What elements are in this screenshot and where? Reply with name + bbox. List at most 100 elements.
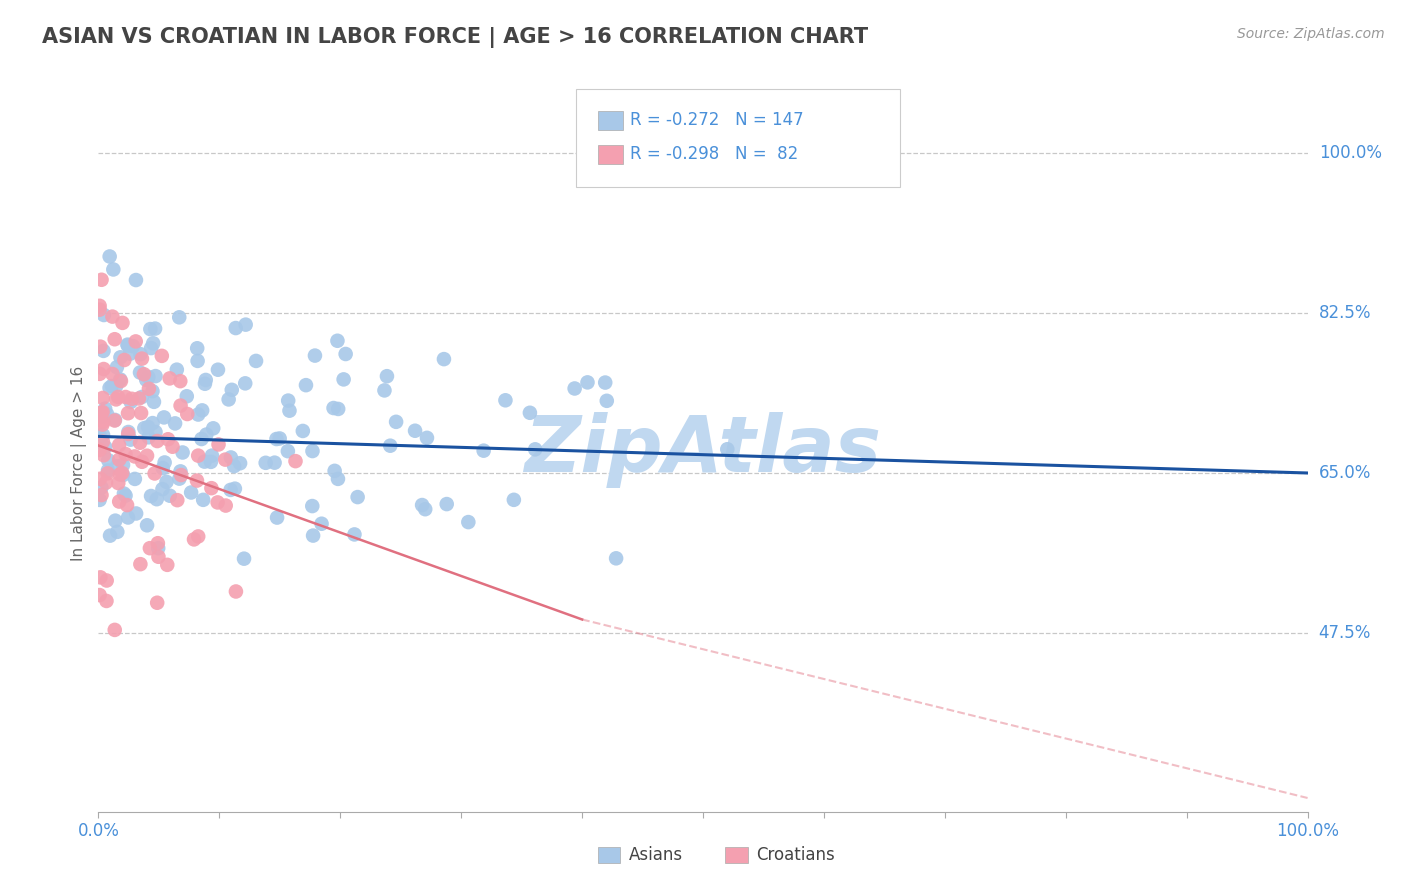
Point bbox=[187, 529, 209, 543]
Point bbox=[229, 456, 252, 470]
Point bbox=[93, 343, 115, 358]
Point bbox=[90, 406, 112, 420]
Point bbox=[138, 370, 160, 384]
Point bbox=[202, 421, 225, 435]
Point bbox=[346, 490, 368, 504]
Point bbox=[200, 455, 222, 469]
Point bbox=[343, 527, 366, 541]
Point bbox=[143, 321, 166, 335]
Point bbox=[115, 498, 138, 512]
Point bbox=[101, 367, 124, 381]
Point bbox=[224, 482, 246, 496]
Point bbox=[326, 472, 349, 486]
Point bbox=[110, 351, 132, 365]
Point bbox=[194, 373, 217, 387]
Point bbox=[323, 464, 346, 478]
Point bbox=[120, 347, 142, 361]
Point bbox=[159, 371, 181, 385]
Point bbox=[111, 316, 134, 330]
Point bbox=[215, 499, 238, 513]
Point bbox=[125, 507, 148, 521]
Point bbox=[91, 409, 114, 424]
Point bbox=[93, 448, 115, 462]
Point bbox=[105, 360, 128, 375]
Point bbox=[302, 528, 325, 542]
Point bbox=[207, 362, 229, 376]
Point bbox=[148, 549, 170, 564]
Point bbox=[111, 466, 134, 480]
Point bbox=[233, 551, 256, 566]
Point bbox=[596, 393, 619, 408]
Point bbox=[190, 432, 212, 446]
Point bbox=[218, 392, 240, 407]
Point bbox=[105, 378, 128, 392]
Point bbox=[193, 455, 215, 469]
Point bbox=[104, 413, 127, 427]
Point bbox=[101, 310, 124, 324]
Point bbox=[145, 369, 167, 384]
Point bbox=[89, 492, 111, 507]
Point bbox=[159, 489, 181, 503]
Point bbox=[108, 494, 131, 508]
Point bbox=[254, 456, 277, 470]
Point bbox=[311, 516, 333, 531]
Point bbox=[139, 341, 162, 355]
Point bbox=[170, 468, 193, 483]
Point bbox=[187, 354, 209, 368]
Point bbox=[146, 434, 169, 448]
Point bbox=[328, 401, 350, 416]
Point bbox=[716, 442, 738, 457]
Point bbox=[139, 322, 162, 336]
Point bbox=[112, 353, 135, 368]
Point bbox=[142, 394, 165, 409]
Point bbox=[166, 362, 188, 376]
Point bbox=[169, 464, 191, 478]
Point bbox=[195, 427, 218, 442]
Text: 82.5%: 82.5% bbox=[1319, 304, 1371, 322]
Point bbox=[89, 472, 111, 486]
Point bbox=[156, 558, 179, 572]
Point bbox=[139, 489, 162, 503]
Point bbox=[131, 455, 153, 469]
Point bbox=[221, 383, 243, 397]
Point bbox=[107, 390, 129, 404]
Point bbox=[122, 339, 145, 353]
Point bbox=[457, 515, 479, 529]
Point bbox=[104, 332, 127, 346]
Point bbox=[235, 318, 257, 332]
Point bbox=[191, 403, 214, 417]
Point bbox=[152, 461, 174, 475]
Point bbox=[108, 452, 131, 467]
Text: Source: ZipAtlas.com: Source: ZipAtlas.com bbox=[1237, 27, 1385, 41]
Point bbox=[284, 454, 307, 468]
Point bbox=[301, 499, 323, 513]
Point bbox=[89, 367, 111, 381]
Point bbox=[186, 474, 208, 488]
Point bbox=[97, 467, 120, 481]
Point bbox=[278, 403, 301, 417]
Point bbox=[94, 440, 117, 454]
Point bbox=[519, 406, 541, 420]
Point bbox=[117, 510, 139, 524]
Point bbox=[91, 391, 114, 405]
Point bbox=[326, 334, 349, 348]
Point bbox=[385, 415, 408, 429]
Point bbox=[380, 439, 402, 453]
Point bbox=[131, 390, 153, 404]
Point bbox=[148, 541, 170, 556]
Point bbox=[295, 378, 318, 392]
Point bbox=[187, 449, 209, 463]
Point bbox=[114, 447, 136, 461]
Point bbox=[416, 431, 439, 445]
Point bbox=[494, 393, 516, 408]
Point bbox=[169, 399, 191, 413]
Text: 47.5%: 47.5% bbox=[1319, 624, 1371, 642]
Point bbox=[162, 440, 184, 454]
Point bbox=[233, 376, 256, 391]
Point bbox=[375, 369, 398, 384]
Point bbox=[105, 459, 128, 474]
Point bbox=[91, 417, 114, 432]
Point bbox=[135, 373, 157, 387]
Point bbox=[129, 435, 152, 450]
Point bbox=[145, 492, 167, 507]
